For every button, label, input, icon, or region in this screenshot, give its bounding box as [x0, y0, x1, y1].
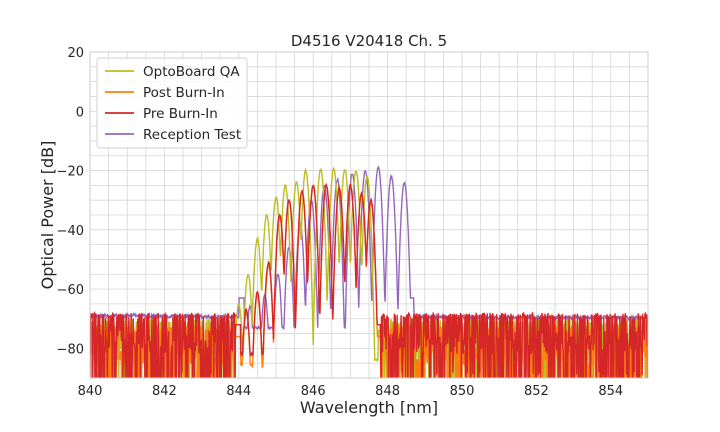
x-tick-label: 844 [226, 384, 251, 399]
y-tick-labels: 20 0 −20 −40 −60 −80 [57, 46, 84, 357]
y-tick-label: 0 [76, 105, 84, 120]
x-tick-label: 842 [152, 384, 177, 399]
series-layer [90, 165, 648, 378]
legend: OptoBoard QA Post Burn-In Pre Burn-In Re… [96, 57, 248, 149]
x-tick-label: 840 [78, 384, 103, 399]
y-tick-label: −60 [57, 283, 84, 298]
x-tick-label: 852 [524, 384, 549, 399]
y-tick-label: −40 [57, 224, 84, 239]
legend-label-optoboard-qa: OptoBoard QA [143, 64, 240, 80]
x-axis-label: Wavelength [nm] [300, 398, 438, 417]
y-tick-label: −20 [57, 165, 84, 180]
chart-title: D4516 V20418 Ch. 5 [291, 32, 447, 50]
y-tick-label: −80 [57, 342, 84, 357]
legend-label-post-burn-in: Post Burn-In [143, 85, 225, 101]
x-tick-label: 846 [301, 384, 326, 399]
x-tick-label: 848 [375, 384, 400, 399]
legend-label-pre-burn-in: Pre Burn-In [143, 106, 218, 122]
legend-label-reception-test: Reception Test [143, 127, 241, 143]
series-line-pre-burn-in [90, 182, 648, 378]
x-tick-labels: 840 842 844 846 848 850 852 854 [78, 384, 624, 399]
y-tick-label: 20 [67, 46, 84, 61]
y-axis-label: Optical Power [dB] [38, 141, 57, 290]
legend-box [96, 57, 248, 149]
plot-frame [89, 51, 649, 379]
x-tick-label: 854 [598, 384, 623, 399]
x-tick-label: 850 [450, 384, 475, 399]
